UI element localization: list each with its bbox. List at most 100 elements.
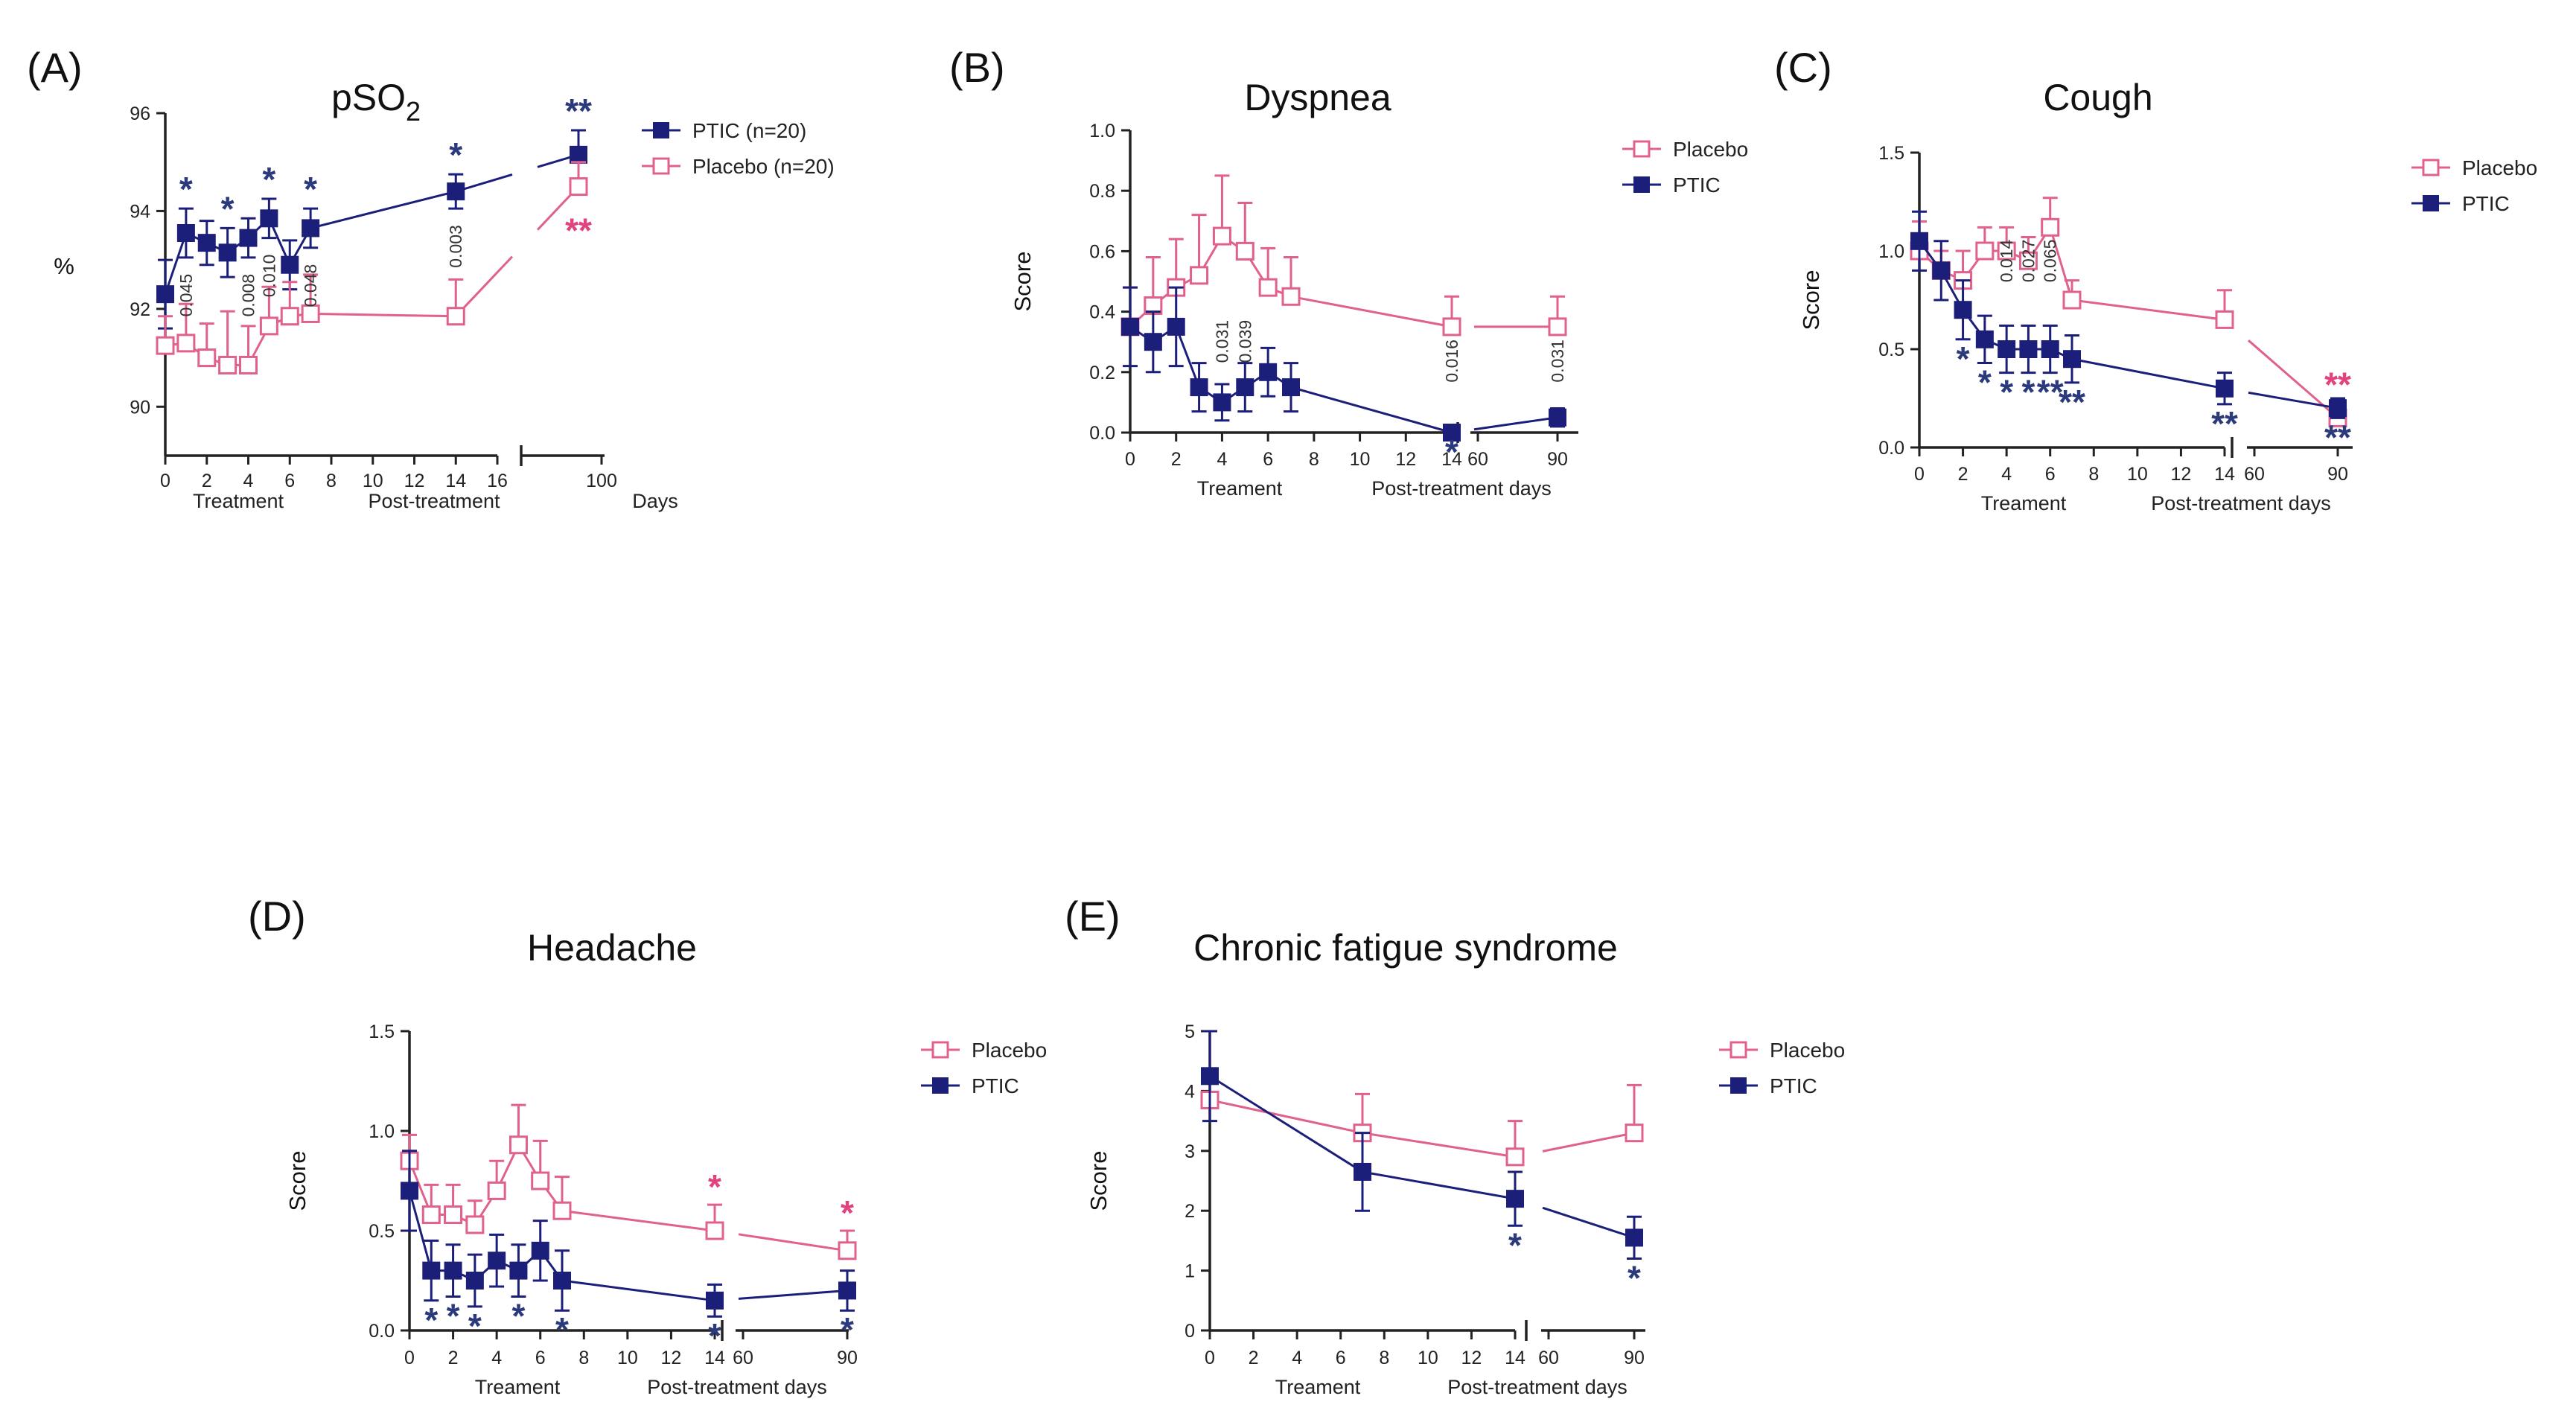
data-point: [509, 1261, 528, 1280]
legend-item: PTIC: [1719, 1074, 1817, 1097]
data-point: [706, 1291, 724, 1310]
data-point: [2019, 340, 2038, 358]
significance-star-ptic: **: [2211, 404, 2238, 443]
y-tick-label: 0.5: [1878, 340, 1904, 360]
p-value-annotation: 0.003: [446, 225, 465, 268]
data-point: [1354, 1162, 1371, 1181]
series-ptic: [1910, 210, 2347, 419]
x-tick-label: 2: [1958, 464, 1968, 485]
data-point: [1443, 424, 1461, 442]
data-point: [1258, 278, 1278, 297]
p-value-annotation: 0.014: [1997, 239, 2016, 282]
x-tick-label: 4: [1292, 1348, 1302, 1368]
p-value-annotation: 0.016: [1442, 340, 1461, 383]
significance-star-ptic: *: [221, 189, 235, 228]
data-point: [260, 209, 278, 228]
p-value-annotation: 0.031: [1548, 340, 1567, 383]
x-group-label: Treament: [1275, 1376, 1361, 1398]
data-point: [1548, 317, 1567, 337]
data-point: [447, 182, 465, 201]
data-point: [218, 243, 237, 262]
significance-star-ptic: *: [555, 1310, 569, 1349]
data-point: [302, 219, 320, 238]
data-point: [1625, 1123, 1644, 1143]
y-tick-label: 0.8: [1089, 181, 1115, 202]
legend-label: Placebo: [2462, 156, 2537, 179]
y-tick-label: 0.2: [1089, 363, 1115, 383]
x-group-label: Treament: [1197, 477, 1283, 500]
x-tick-post-label: 60: [1538, 1348, 1559, 1368]
x-tick-label: 6: [284, 471, 295, 491]
x-tick-post-label: 90: [1624, 1348, 1645, 1368]
x-tick-label: 16: [487, 471, 508, 491]
x-tick-label: 8: [578, 1348, 589, 1368]
series-line-after-break: [738, 1233, 848, 1252]
chart-panel-4: (D) Headache 0.0 0.5 1.0 1.5 Score 0 2 4 6 8 10 12 14 6…: [248, 893, 1047, 1398]
data-point: [487, 1181, 506, 1200]
x-group-label: Treament: [475, 1376, 561, 1398]
chart-title-subscript: 2: [406, 96, 421, 127]
data-point: [531, 1241, 549, 1260]
data-point: [446, 307, 465, 326]
legend-item: Placebo: [1719, 1039, 1845, 1062]
x-tick-label: 0: [1125, 449, 1135, 470]
significance-star-ptic: *: [304, 170, 317, 208]
data-point: [508, 1135, 528, 1155]
legend-label: Placebo: [972, 1039, 1047, 1062]
x-tick-label: 14: [1505, 1348, 1525, 1368]
data-point: [176, 334, 196, 353]
data-point: [1235, 241, 1254, 261]
x-group-label: Post-treatment days: [1447, 1376, 1627, 1398]
chart-panel-1: (A) pSO2 90 92 94 96% 0 2 4 6 8 10 12 14 16 100 Treatmen…: [27, 44, 835, 512]
y-axis-label: Score: [1010, 252, 1036, 312]
y-tick-label: 0.4: [1089, 302, 1115, 323]
significance-star-ptic: *: [2021, 373, 2035, 412]
legend-label: PTIC: [1770, 1074, 1817, 1097]
data-point: [465, 1272, 484, 1290]
data-point: [444, 1205, 463, 1225]
x-tick-post-label: 90: [2327, 464, 2348, 485]
y-tick-label: 1.5: [1878, 143, 1904, 164]
data-point: [1975, 241, 1995, 261]
x-tick-label: 12: [1461, 1348, 1482, 1368]
data-point: [1213, 393, 1231, 412]
significance-star-ptic: **: [2037, 373, 2064, 412]
series-line-to-break: [455, 173, 513, 193]
series-line-after-break: [1542, 1206, 1635, 1239]
x-tick-label: 12: [404, 471, 425, 491]
x-tick-label: 14: [1441, 449, 1462, 470]
x-group-label: Post-treatment: [368, 490, 500, 512]
x-tick-label: 12: [661, 1348, 682, 1368]
x-tick-label: 6: [2045, 464, 2056, 485]
panel-label: (D): [248, 893, 306, 940]
data-point: [1625, 1228, 1643, 1247]
x-tick-label: 2: [202, 471, 212, 491]
x-tick-post-label: 60: [1467, 449, 1488, 470]
chart-title: Cough: [2043, 77, 2152, 118]
y-tick-label: 2: [1185, 1201, 1195, 1222]
data-point: [531, 1171, 550, 1190]
p-value-annotation: 0.027: [2018, 240, 2038, 283]
panel-label: (B): [949, 44, 1005, 91]
series-ptic: [1121, 286, 1566, 442]
x-tick-label: 4: [1217, 449, 1227, 470]
data-point: [1997, 241, 2016, 261]
significance-star-placebo: **: [2324, 365, 2351, 404]
y-tick-label: 0.0: [1878, 438, 1904, 459]
data-point: [197, 234, 216, 252]
data-point: [1201, 1067, 1219, 1086]
x-tick-label: 6: [535, 1348, 546, 1368]
x-tick-label: 0: [160, 471, 170, 491]
y-tick-label: 0.0: [1089, 423, 1115, 444]
series-line-after-break: [738, 1289, 848, 1300]
data-point: [1281, 287, 1301, 306]
data-point: [1505, 1147, 1525, 1167]
x-tick-post-label: 60: [733, 1348, 753, 1368]
series-placebo: [1120, 174, 1567, 337]
significance-star-placebo: **: [565, 211, 592, 249]
panel-label: (C): [1774, 44, 1832, 91]
y-tick-label: 5: [1185, 1021, 1195, 1042]
data-point: [1506, 1190, 1524, 1208]
series-line-after-break: [1473, 416, 1558, 431]
